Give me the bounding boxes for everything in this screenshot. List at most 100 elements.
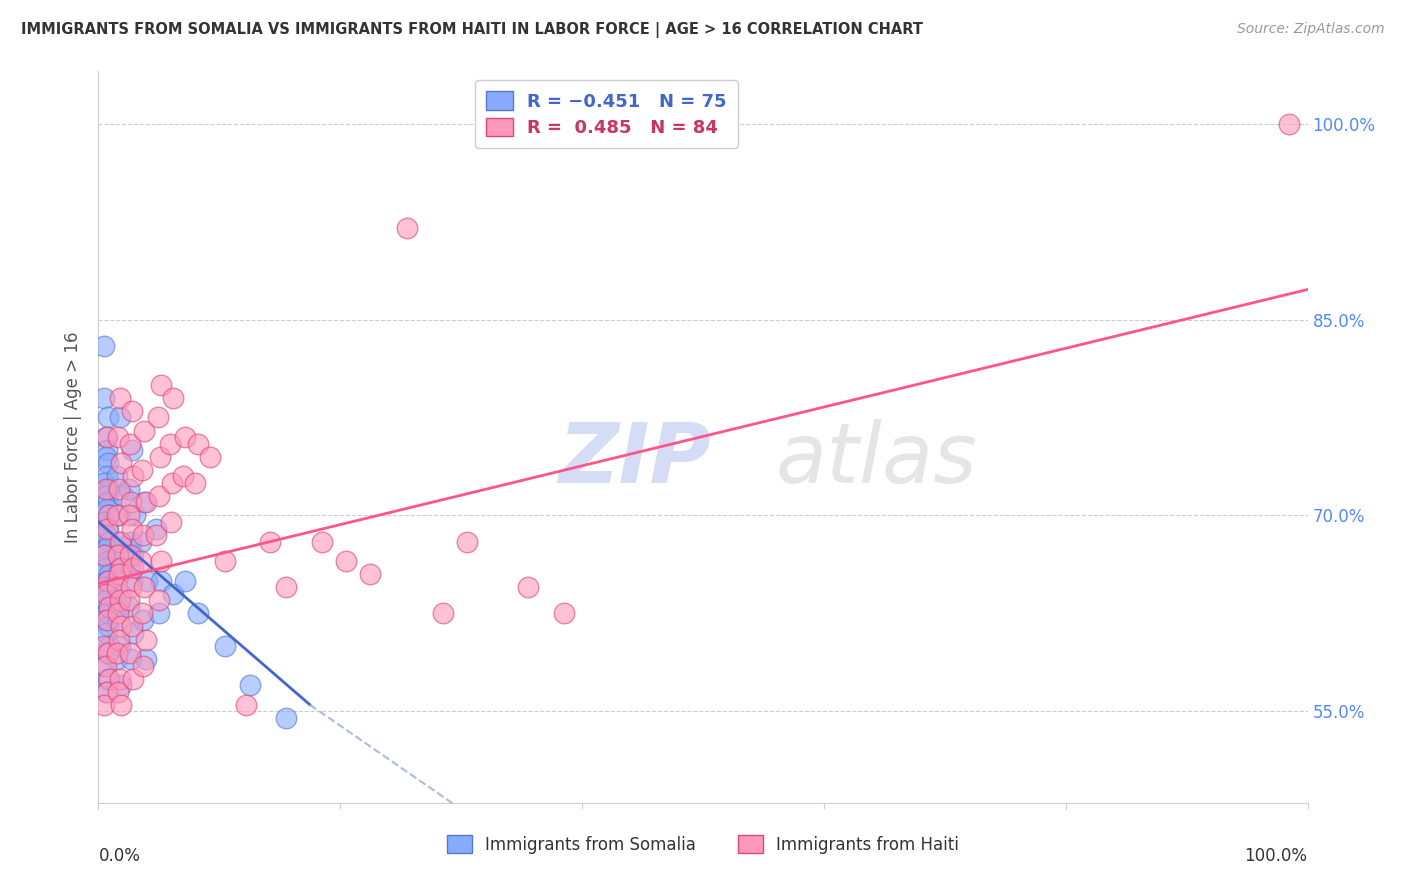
Point [145, 522, 167, 536]
Point [134, 580, 156, 594]
Point [96, 607, 118, 621]
Point [553, 607, 575, 621]
Point [97, 672, 120, 686]
Point [96, 574, 118, 588]
Point [94, 430, 117, 444]
Point [124, 508, 146, 523]
Point [110, 698, 132, 712]
Point [98, 599, 121, 614]
Point [108, 632, 131, 647]
Point [129, 534, 152, 549]
Point [432, 607, 454, 621]
Point [108, 391, 131, 405]
Point [187, 436, 209, 450]
Point [172, 469, 194, 483]
Point [198, 450, 221, 464]
Point [131, 463, 153, 477]
Point [120, 652, 142, 666]
Point [96, 430, 118, 444]
Point [118, 436, 141, 450]
Point [135, 632, 157, 647]
Point [93, 548, 115, 562]
Point [135, 574, 157, 588]
Point [105, 646, 128, 660]
Point [108, 639, 131, 653]
Point [146, 410, 169, 425]
Point [98, 483, 121, 497]
Point [107, 613, 129, 627]
Point [96, 541, 118, 555]
Point [108, 672, 131, 686]
Y-axis label: In Labor Force | Age > 16: In Labor Force | Age > 16 [65, 331, 83, 543]
Point [98, 639, 121, 653]
Point [105, 469, 128, 483]
Point [148, 607, 170, 621]
Point [162, 587, 184, 601]
Point [335, 554, 357, 568]
Point [97, 554, 120, 568]
Point [93, 475, 115, 490]
Point [110, 587, 132, 601]
Point [311, 534, 333, 549]
Point [93, 391, 115, 405]
Point [94, 685, 117, 699]
Point [150, 554, 173, 568]
Point [108, 567, 131, 582]
Point [122, 560, 145, 574]
Point [159, 436, 181, 450]
Point [456, 534, 478, 549]
Point [107, 607, 129, 621]
Point [96, 522, 118, 536]
Point [150, 574, 173, 588]
Text: atlas: atlas [776, 418, 977, 500]
Point [93, 658, 115, 673]
Point [214, 639, 236, 653]
Point [97, 574, 120, 588]
Point [96, 613, 118, 627]
Point [187, 607, 209, 621]
Point [120, 534, 142, 549]
Point [131, 607, 153, 621]
Point [108, 483, 131, 497]
Point [97, 646, 120, 660]
Point [93, 639, 115, 653]
Point [93, 548, 115, 562]
Point [1278, 117, 1301, 131]
Point [110, 534, 132, 549]
Text: 0.0%: 0.0% [98, 847, 141, 864]
Point [108, 534, 131, 549]
Point [121, 619, 143, 633]
Point [105, 652, 128, 666]
Point [96, 469, 118, 483]
Point [97, 587, 120, 601]
Point [360, 567, 382, 582]
Point [98, 599, 121, 614]
Point [94, 560, 117, 574]
Point [97, 410, 120, 425]
Point [108, 599, 131, 614]
Point [107, 430, 129, 444]
Point [94, 489, 117, 503]
Point [122, 626, 145, 640]
Point [121, 404, 143, 418]
Point [122, 469, 145, 483]
Point [98, 672, 121, 686]
Point [239, 678, 262, 692]
Point [105, 574, 128, 588]
Point [121, 443, 143, 458]
Point [118, 483, 141, 497]
Point [134, 424, 156, 438]
Point [96, 685, 118, 699]
Point [94, 626, 117, 640]
Point [97, 456, 120, 470]
Point [111, 489, 134, 503]
Point [98, 508, 121, 523]
Point [97, 619, 120, 633]
Point [107, 548, 129, 562]
Point [107, 548, 129, 562]
Point [148, 489, 170, 503]
Point [132, 658, 155, 673]
Point [97, 495, 120, 509]
Point [96, 443, 118, 458]
Point [93, 580, 115, 594]
